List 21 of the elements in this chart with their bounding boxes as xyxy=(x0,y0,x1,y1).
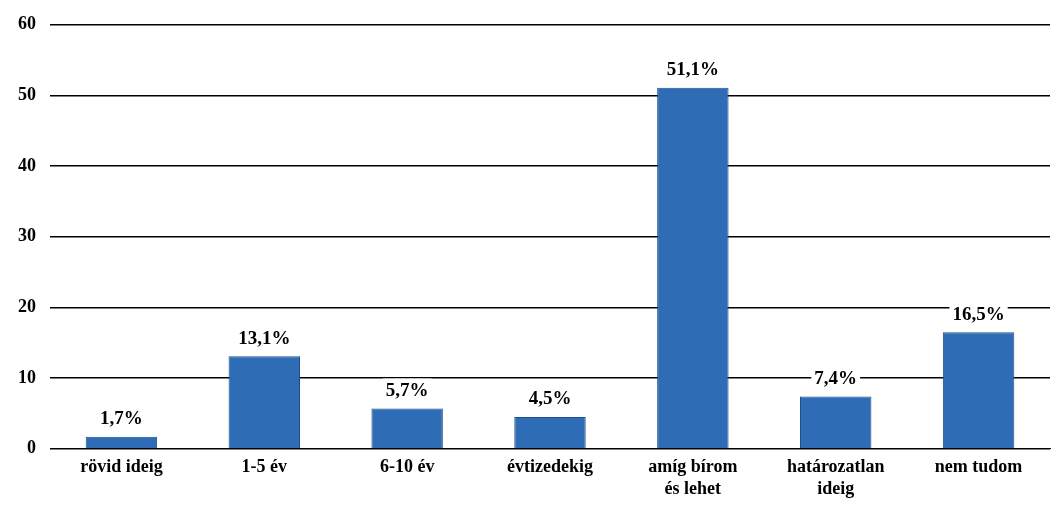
y-tick-label: 30 xyxy=(18,225,36,246)
y-tick-label: 50 xyxy=(18,84,36,105)
y-tick-label: 60 xyxy=(18,13,36,34)
y-tick-label: 40 xyxy=(18,154,36,175)
x-tick-label: 1-5 év xyxy=(241,456,288,477)
x-tick-label: rövid ideig xyxy=(80,456,163,477)
x-tick-label: évtizedekig xyxy=(507,456,593,477)
data-label: 7,4% xyxy=(814,366,858,388)
data-label: 5,7% xyxy=(385,378,429,400)
x-tick-label: 6-10 év xyxy=(379,456,435,477)
x-tick-label: amíg bírom és lehet xyxy=(648,456,738,498)
data-label: 13,1% xyxy=(238,326,291,348)
x-tick-label: határozatlan ideig xyxy=(786,456,885,498)
data-label: 51,1% xyxy=(666,58,719,80)
data-label: 16,5% xyxy=(952,302,1005,324)
x-tick-label: nem tudom xyxy=(934,456,1023,477)
data-label: 4,5% xyxy=(528,387,572,409)
y-tick-label: 0 xyxy=(27,437,36,458)
data-label: 1,7% xyxy=(100,407,143,429)
y-tick-label: 10 xyxy=(18,366,36,387)
y-tick-label: 20 xyxy=(18,296,36,317)
